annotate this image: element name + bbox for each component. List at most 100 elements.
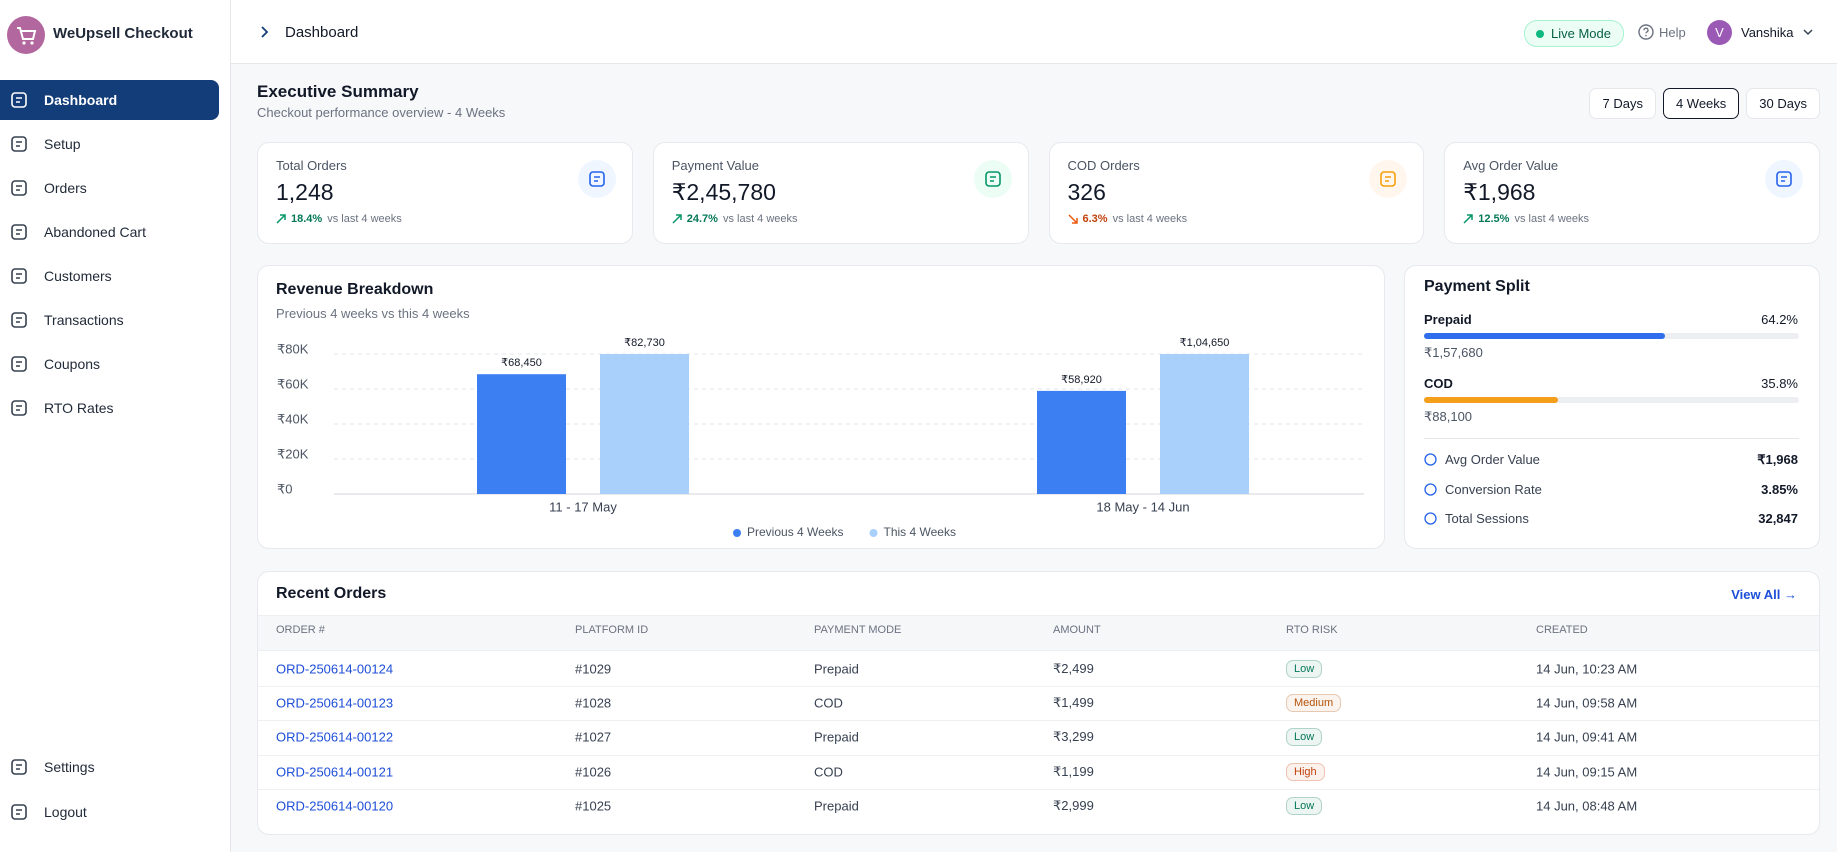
kpi-label: Total Orders [276, 158, 347, 173]
icon-shape [16, 185, 22, 191]
kpi-row: Total Orders 1,248 18.4% vs last 4 weeks Pay… [257, 142, 1820, 244]
help-label[interactable]: Help [1659, 25, 1686, 40]
column-header: PLATFORM ID [575, 624, 649, 636]
icon [984, 171, 1001, 187]
nav-label: Transactions [44, 312, 124, 328]
order-link[interactable]: ORD-250614-00122 [276, 729, 394, 745]
column-header: CREATED [1536, 624, 1588, 636]
metric-icon-shape [1424, 453, 1437, 466]
range-button[interactable]: 7 Days [1589, 88, 1656, 119]
kpi-change-value: 6.3% [1082, 213, 1108, 225]
nav-item[interactable]: Logout [0, 792, 219, 832]
nav-item[interactable]: Setup [0, 124, 219, 164]
icon-shape [11, 804, 27, 820]
table-cell: COD [814, 764, 843, 780]
kpi-card: Avg Order Value ₹1,968 12.5% vs last 4 week… [1444, 142, 1820, 244]
icon-shape [11, 180, 27, 196]
icon [1776, 171, 1792, 187]
breadcrumb: Dashboard [285, 24, 359, 41]
icon-shape [989, 176, 996, 182]
icon-shape [16, 141, 22, 147]
order-link[interactable]: ORD-250614-00120 [276, 798, 394, 814]
live-mode-pill[interactable]: Live Mode [1524, 20, 1624, 47]
split-title: Payment Split [1424, 278, 1530, 295]
table-cell: ₹1,499 [1053, 695, 1094, 711]
kpi-label: Payment Value [671, 158, 759, 173]
risk-badge: Low [1286, 728, 1323, 747]
table-cell: 14 Jun, 09:15 AM [1536, 764, 1638, 780]
divider [1424, 438, 1799, 439]
progress-fill [1424, 397, 1559, 403]
column-header: RTO RISK [1286, 624, 1338, 636]
help-icon[interactable] [1638, 24, 1654, 40]
metric-label: Avg Order Value [1445, 452, 1540, 467]
live-dot [1536, 30, 1544, 38]
breadcrumb-chevron [261, 26, 269, 38]
icon [11, 92, 27, 108]
kpi-change-value: 12.5% [1478, 213, 1510, 225]
icon-shape [16, 361, 22, 367]
order-link[interactable]: ORD-250614-00124 [276, 661, 394, 677]
icon [11, 312, 27, 328]
table-cell: 14 Jun, 09:58 AM [1536, 695, 1638, 711]
view-all-link[interactable]: View All → [1731, 587, 1797, 602]
kpi-card: Total Orders 1,248 18.4% vs last 4 weeks [257, 142, 633, 244]
method-label: Prepaid [1424, 312, 1472, 327]
kpi-icon [973, 160, 1012, 198]
kpi-change: 6.3% vs last 4 weeks [1067, 213, 1188, 225]
nav-label: Customers [44, 268, 112, 284]
range-button[interactable]: 30 Days [1746, 88, 1820, 119]
trend-arrow-shape [1067, 214, 1078, 224]
user-name[interactable]: Vanshika [1741, 25, 1794, 40]
nav-label: Dashboard [44, 92, 118, 108]
table-cell: Prepaid [814, 661, 859, 677]
row-divider [258, 754, 1819, 756]
method-label: COD [1424, 376, 1453, 391]
y-tick-label: ₹0 [277, 481, 293, 496]
user-caret[interactable] [1803, 29, 1813, 37]
metric-icon [1424, 512, 1437, 525]
metric-label: Conversion Rate [1445, 481, 1542, 497]
nav-item[interactable]: Abandoned Cart [0, 212, 219, 252]
order-link[interactable]: ORD-250614-00123 [276, 695, 394, 711]
bar-value-label: ₹1,04,650 [1180, 337, 1230, 349]
trend-arrow [1067, 214, 1078, 224]
kpi-change: 24.7% vs last 4 weeks [672, 213, 798, 225]
risk-badge: Low [1286, 660, 1323, 678]
range-button[interactable]: 4 Weeks [1662, 88, 1740, 119]
summary-subtitle: Checkout performance overview - 4 Weeks [257, 105, 506, 120]
nav-item[interactable]: Transactions [0, 300, 219, 340]
table-cell: 14 Jun, 08:48 AM [1536, 798, 1638, 814]
trend-arrow-shape [672, 214, 682, 224]
icon-shape [1385, 176, 1392, 182]
nav-label: RTO Rates [44, 400, 114, 416]
nav-item[interactable]: Coupons [0, 344, 219, 384]
nav-item[interactable]: Orders [0, 168, 219, 208]
row-divider [258, 686, 1819, 688]
nav-item[interactable]: Dashboard [0, 80, 219, 120]
x-tick-label: 18 May - 14 Jun [1096, 499, 1189, 514]
icon-shape [1781, 176, 1787, 182]
topbar: Dashboard Live Mode Help V Vanshika [231, 0, 1837, 64]
metric-icon-shape [1424, 482, 1437, 496]
kpi-card: Payment Value ₹2,45,780 24.7% vs last 4 wee… [652, 142, 1029, 244]
kpi-change-note: vs last 4 weeks [327, 213, 402, 225]
icon [11, 224, 27, 240]
icon [11, 804, 27, 820]
icon-shape [16, 764, 22, 770]
icon-shape [1776, 171, 1792, 187]
nav-item[interactable]: RTO Rates [0, 388, 219, 428]
kpi-change-note: vs last 4 weeks [1112, 213, 1188, 225]
nav-label: Settings [44, 759, 95, 775]
icon-shape [11, 224, 27, 240]
kpi-icon [577, 160, 616, 198]
icon-shape [588, 171, 605, 187]
icon-shape [16, 809, 22, 815]
legend-label: This 4 Weeks [884, 525, 956, 539]
kpi-value: ₹2,45,780 [671, 179, 776, 205]
nav-item[interactable]: Customers [0, 256, 219, 296]
nav-item[interactable]: Settings [0, 747, 219, 787]
order-link[interactable]: ORD-250614-00121 [276, 764, 394, 780]
nav-label: Abandoned Cart [44, 224, 146, 240]
avatar[interactable]: V [1707, 20, 1732, 45]
